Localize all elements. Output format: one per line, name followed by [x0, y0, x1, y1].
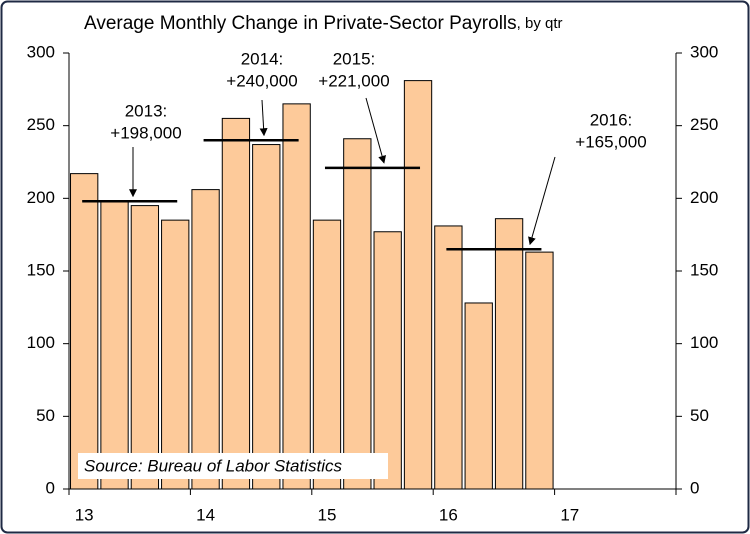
- y-tick-label: 100: [27, 333, 55, 352]
- bar: [403, 80, 433, 490]
- y-tick-label: 0: [46, 478, 55, 497]
- y2-tick-label: 100: [690, 333, 718, 352]
- y2-tick-label: 0: [690, 478, 699, 497]
- y-tick-label: 300: [27, 42, 55, 61]
- y2-tick-label: 50: [690, 406, 709, 425]
- annotation-text: +240,000: [226, 71, 297, 90]
- bar: [312, 219, 342, 490]
- annotation-arrow: [259, 99, 268, 137]
- x-tick-label: 15: [318, 505, 337, 524]
- source-box: [78, 453, 388, 479]
- annotation-text: +165,000: [575, 132, 646, 151]
- y-tick-label: 250: [27, 115, 55, 134]
- bar: [252, 144, 281, 490]
- x-tick-label: 17: [560, 505, 579, 524]
- annotation-text: 2013:: [125, 101, 168, 120]
- bar: [343, 138, 372, 490]
- source: Source: Bureau of Labor Statistics: [84, 456, 342, 475]
- y-tick-label: 200: [27, 188, 55, 207]
- bar: [191, 189, 220, 490]
- x-tick-label: 14: [196, 505, 215, 524]
- annotation-arrow: [365, 97, 386, 164]
- annotation-text: 2014:: [241, 49, 284, 68]
- title-sub: , by qtr: [517, 15, 563, 32]
- bar: [373, 231, 402, 490]
- y2-tick-label: 200: [690, 188, 718, 207]
- y-tick-label: 50: [36, 406, 55, 425]
- title-main: Average Monthly Change in Private-Sector…: [84, 13, 517, 34]
- annotation-arrow: [528, 156, 556, 246]
- y-tick-label: 150: [27, 260, 55, 279]
- bar: [525, 251, 554, 490]
- bar: [464, 302, 493, 490]
- bar: [221, 117, 251, 490]
- bar: [494, 218, 524, 490]
- x-tick-label: 13: [75, 505, 94, 524]
- chart-title: Average Monthly Change in Private-Sector…: [84, 13, 563, 34]
- annotation-text: +198,000: [110, 123, 181, 142]
- annotation-text: 2015:: [333, 49, 376, 68]
- x-tick-label: 16: [439, 505, 458, 524]
- annotation-text: +221,000: [318, 71, 389, 90]
- bar: [70, 173, 99, 490]
- y2-tick-label: 300: [690, 42, 718, 61]
- bar: [100, 200, 129, 490]
- bar: [434, 225, 463, 490]
- annotation-text: 2016:: [590, 110, 633, 129]
- bar: [161, 219, 190, 490]
- y2-tick-label: 150: [690, 260, 718, 279]
- bar: [130, 205, 160, 490]
- bar: [282, 103, 311, 490]
- y2-tick-label: 250: [690, 115, 718, 134]
